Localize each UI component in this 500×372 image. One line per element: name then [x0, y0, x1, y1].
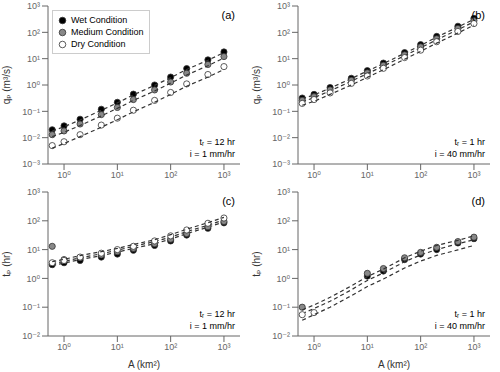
svg-text:10⁰: 10⁰ [307, 170, 321, 180]
svg-text:10²: 10² [27, 216, 40, 226]
svg-text:10¹: 10¹ [277, 245, 290, 255]
svg-text:10²: 10² [414, 342, 427, 352]
svg-text:qₚ (m³/s): qₚ (m³/s) [8, 66, 12, 105]
svg-text:10⁻³: 10⁻³ [272, 159, 290, 169]
html-text:(c): (c) [222, 195, 235, 207]
svg-text:10⁻²: 10⁻² [272, 133, 290, 143]
svg-text:10²: 10² [277, 28, 290, 38]
svg-text:10³: 10³ [277, 1, 290, 11]
svg-text:qₚ (m³/s): qₚ (m³/s) [251, 66, 262, 105]
svg-text:10³: 10³ [27, 187, 40, 197]
svg-text:10²: 10² [27, 28, 40, 38]
html-text:tᵣ = 12 hr i = 1 mm/hr: tᵣ = 12 hr i = 1 mm/hr [189, 137, 235, 159]
html-text:tᵣ = 1 hr i = 40 mm/hr: tᵣ = 1 hr i = 40 mm/hr [434, 309, 485, 331]
svg-text:10⁰: 10⁰ [276, 274, 290, 284]
svg-text:10⁻¹: 10⁻¹ [22, 302, 40, 312]
html-text:tᵣ = 1 hr i = 40 mm/hr: tᵣ = 1 hr i = 40 mm/hr [434, 137, 485, 159]
html-text:(b): (b) [471, 9, 485, 21]
svg-text:10¹: 10¹ [361, 170, 374, 180]
html-text:(d): (d) [471, 195, 485, 207]
svg-text:A (km²): A (km²) [378, 359, 410, 370]
svg-text:10³: 10³ [467, 170, 480, 180]
svg-text:10¹: 10¹ [27, 54, 40, 64]
svg-text:10²: 10² [164, 170, 177, 180]
svg-text:10¹: 10¹ [277, 54, 290, 64]
svg-text:10¹: 10¹ [361, 342, 374, 352]
html-text:Medium Condition: Medium Condition [71, 27, 144, 37]
svg-text:10³: 10³ [217, 170, 230, 180]
svg-text:A (km²): A (km²) [128, 359, 160, 370]
svg-text:10²: 10² [164, 342, 177, 352]
svg-text:10⁻³: 10⁻³ [22, 159, 40, 169]
svg-text:10⁰: 10⁰ [307, 342, 321, 352]
svg-text:10⁰: 10⁰ [57, 170, 71, 180]
svg-text:10²: 10² [277, 216, 290, 226]
svg-text:10⁰: 10⁰ [57, 342, 71, 352]
svg-text:10³: 10³ [277, 187, 290, 197]
svg-text:10⁰: 10⁰ [26, 274, 40, 284]
svg-text:tₚ (hr): tₚ (hr) [8, 251, 12, 276]
svg-text:10⁻²: 10⁻² [22, 331, 40, 341]
svg-text:10³: 10³ [467, 342, 480, 352]
svg-text:10⁻¹: 10⁻¹ [22, 107, 40, 117]
html-text:Wet Condition: Wet Condition [71, 15, 128, 25]
svg-text:10²: 10² [414, 170, 427, 180]
svg-text:10³: 10³ [27, 1, 40, 11]
svg-text:10¹: 10¹ [111, 342, 124, 352]
svg-text:10⁻¹: 10⁻¹ [272, 107, 290, 117]
svg-text:10⁻¹: 10⁻¹ [272, 302, 290, 312]
svg-text:10¹: 10¹ [27, 245, 40, 255]
html-text:(a): (a) [221, 9, 235, 21]
html-text:tᵣ = 12 hr i = 1 mm/hr: tᵣ = 12 hr i = 1 mm/hr [189, 309, 235, 331]
svg-text:10⁰: 10⁰ [26, 80, 40, 90]
svg-text:10⁰: 10⁰ [276, 80, 290, 90]
html-text:Dry Condition: Dry Condition [71, 39, 126, 49]
svg-text:10³: 10³ [217, 342, 230, 352]
svg-text:tₚ (hr): tₚ (hr) [251, 251, 262, 276]
svg-text:10⁻²: 10⁻² [22, 133, 40, 143]
svg-text:10¹: 10¹ [111, 170, 124, 180]
svg-text:10⁻²: 10⁻² [272, 331, 290, 341]
